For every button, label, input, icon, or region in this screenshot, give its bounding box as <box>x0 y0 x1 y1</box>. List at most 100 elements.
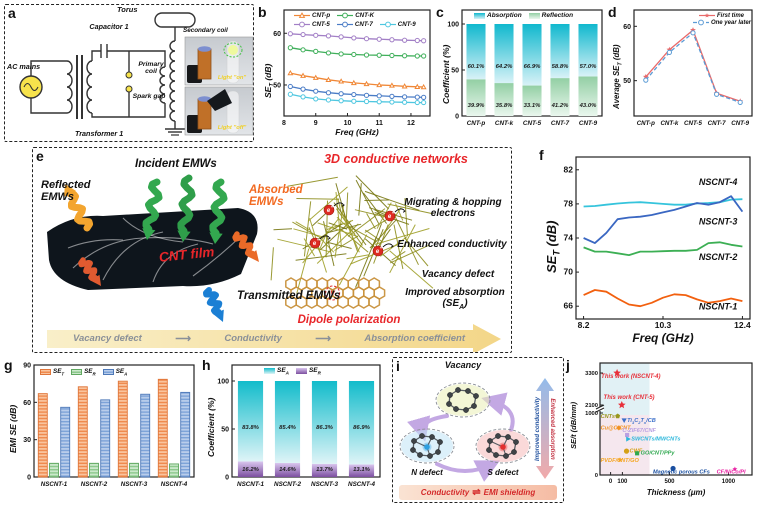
flow-arrow-icon: ⟶ <box>315 333 331 345</box>
svg-text:CNT-5: CNT-5 <box>523 120 542 127</box>
legend-swatch <box>40 369 51 376</box>
d-y-axis-label: Average SET (dB) <box>612 44 624 109</box>
transmitted-emws-label: Transmitted EMWs <box>237 290 341 302</box>
svg-text:8.2: 8.2 <box>578 320 590 330</box>
svg-text:41.2%: 41.2% <box>551 103 569 109</box>
panel-f-nscnt-set-chart: f SET (dB) Freq (GHz) 8.2 10.3 12.4 66 70 74 7… <box>536 147 760 353</box>
svg-text:CNTs: CNTs <box>601 414 615 420</box>
panel-letter-c: c <box>436 4 444 20</box>
legend-label: SEA <box>115 368 128 377</box>
svg-text:NSCNT-2: NSCNT-2 <box>274 481 301 488</box>
legend-item: SER <box>71 368 96 376</box>
svg-text:58.8%: 58.8% <box>552 64 569 70</box>
legend-swatch <box>264 368 275 375</box>
flow-arrow-icon: ⟶ <box>175 333 191 345</box>
svg-text:CNT-k: CNT-k <box>660 120 678 127</box>
legend-item: Reflection <box>528 12 574 19</box>
svg-text:Enhanced absorption: Enhanced absorption <box>549 398 555 460</box>
svg-text:90: 90 <box>23 363 31 370</box>
svg-text:C-ZIF67/CNF: C-ZIF67/CNF <box>622 428 656 434</box>
h-y-axis-label: Coefficient (%) <box>206 397 216 457</box>
svg-text:NSCNT-3: NSCNT-3 <box>121 481 148 488</box>
reflected-emws-label: Reflected EMWs <box>41 179 91 203</box>
svg-text:0: 0 <box>455 114 459 121</box>
svg-text:12.4: 12.4 <box>734 320 751 330</box>
svg-text:100: 100 <box>617 479 628 485</box>
chart-f-svg: 8.2 10.3 12.4 66 70 74 78 82 NSCNT-4 NSCNT-3 NSCNT… <box>564 156 751 330</box>
n-defect-label: N defect <box>411 468 443 477</box>
legend-label: SET <box>53 368 65 377</box>
legend-swatch <box>102 369 114 376</box>
mechanism-flow-text: Vacancy defect ⟶ Conductivity ⟶ Absorpti… <box>73 332 465 345</box>
legend-swatch <box>528 12 540 19</box>
svg-text:NSCNT-1: NSCNT-1 <box>237 481 264 488</box>
banner-conductivity: Conductivity <box>420 488 470 497</box>
svg-text:Cu@C/CNT: Cu@C/CNT <box>601 425 632 431</box>
svg-text:1000: 1000 <box>585 411 598 417</box>
svg-text:64.2%: 64.2% <box>496 64 513 70</box>
legend-label: SER <box>84 368 96 377</box>
svg-text:CNT-5: CNT-5 <box>684 120 702 127</box>
svg-text:Magnetic porous CFs: Magnetic porous CFs <box>653 469 710 475</box>
svg-text:14.6%: 14.6% <box>279 467 296 473</box>
svg-text:74: 74 <box>564 233 574 243</box>
panel-e-mechanism-scheme: e Reflected EMWs Incident EMWs Absorbed … <box>32 147 512 353</box>
svg-text:SWCNTs/MWCNTs: SWCNTs/MWCNTs <box>631 436 680 442</box>
svg-text:NSCNT-3: NSCNT-3 <box>311 481 338 488</box>
panel-c-coefficient-chart: c Coefficient (%) 0 50 100 60.1% 39.9% CNT-p 6… <box>436 4 608 142</box>
svg-text:100: 100 <box>217 379 229 386</box>
svg-text:This work (CNT-5): This work (CNT-5) <box>604 395 655 401</box>
chart-d-svg: 50 60 CNT-p CNT-k CNT-5 CNT-7 CNT-9 <box>623 9 753 127</box>
legend-swatch <box>295 368 307 375</box>
svg-text:500: 500 <box>665 479 676 485</box>
improved-absorption-label: Improved absorption (SEA) <box>405 287 505 311</box>
conductivity-emi-banner: Conductivity ⇌ EMI shielding <box>399 485 557 500</box>
panel-letter-j: j <box>566 357 570 373</box>
legend-label: CNT-9 <box>397 20 416 28</box>
panel-letter-h: h <box>202 357 211 373</box>
svg-text:CNT-9: CNT-9 <box>731 120 749 127</box>
svg-text:CNT-7: CNT-7 <box>551 120 570 127</box>
svg-text:86.3%: 86.3% <box>316 425 333 431</box>
svg-text:NSCNT-4: NSCNT-4 <box>161 481 188 488</box>
legend-item: Absorption <box>474 12 522 19</box>
panel-d-average-set-chart: d Average SET (dB) 50 60 CNT-p CNT-k CNT-5 CN… <box>608 4 760 142</box>
svg-text:9: 9 <box>314 120 318 127</box>
b-legend-row-1: CNT-p CNT-K <box>294 12 374 19</box>
chart-c-svg: 0 50 100 60.1% 39.9% CNT-p 64.2% 35.8% CNT-k 66.9… <box>447 9 603 127</box>
svg-text:0: 0 <box>609 479 613 485</box>
svg-text:e: e <box>313 241 317 247</box>
legend-label: Absorption <box>487 12 522 19</box>
svg-text:50: 50 <box>451 68 459 75</box>
legend-label: Reflection <box>541 12 574 19</box>
svg-text:CNT-p: CNT-p <box>637 120 655 127</box>
svg-text:PVDF/CNT/GO: PVDF/CNT/GO <box>601 458 640 464</box>
svg-text:43.0%: 43.0% <box>579 103 597 109</box>
vacancy-defect-label: Vacancy defect <box>421 269 495 280</box>
panel-letter-b: b <box>258 4 267 20</box>
svg-text:30: 30 <box>23 437 31 444</box>
svg-text:82: 82 <box>564 164 574 174</box>
flow-step-1: Vacancy defect <box>73 333 142 344</box>
flow-step-3: Absorption coefficient <box>364 333 465 344</box>
panel-g-emi-se-bars: g EMI SE (dB) 0 30 60 90 NSCNT-1 NSCNT-2 NSCNT… <box>4 357 200 503</box>
legend-label: SEA <box>277 367 289 376</box>
vacancy-label: Vacancy <box>444 360 482 370</box>
svg-text:3300: 3300 <box>585 371 598 377</box>
svg-text:2100: 2100 <box>585 403 598 409</box>
legend-swatch <box>336 21 353 28</box>
svg-text:NSCNT-2: NSCNT-2 <box>81 481 108 488</box>
legend-label: CNT-p <box>312 12 331 19</box>
svg-text:50: 50 <box>221 427 229 434</box>
legend-item: SEA <box>102 368 128 377</box>
svg-text:0: 0 <box>225 475 229 482</box>
svg-text:66: 66 <box>564 301 574 311</box>
chart-b-svg: 8 9 10 11 12 50 60 <box>273 9 431 127</box>
svg-text:0: 0 <box>27 475 31 482</box>
legend-label: CNT-K <box>355 12 375 19</box>
svg-text:e: e <box>327 208 331 214</box>
3d-networks-title: 3D conductive networks <box>324 152 468 166</box>
svg-text:NSCNT-3: NSCNT-3 <box>699 216 738 226</box>
ac-mains-label: AC mains <box>7 62 41 71</box>
enhanced-conductivity-label: Enhanced conductivity <box>397 239 507 250</box>
